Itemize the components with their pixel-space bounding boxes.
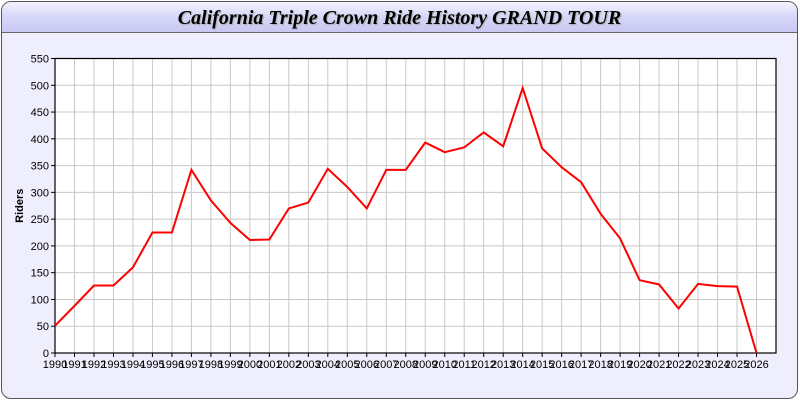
x-tick-label: 2005 (335, 359, 359, 371)
x-tick-label: 1991 (62, 359, 86, 371)
title-bar: California Triple Crown Ride History GRA… (2, 2, 797, 33)
plot-border (54, 57, 777, 354)
y-tick-label: 550 (31, 54, 49, 66)
x-tick-label: 2000 (238, 359, 262, 371)
x-tick-label: 2024 (705, 359, 729, 371)
x-tick-label: 2018 (588, 359, 612, 371)
x-tick-label: 1999 (218, 359, 242, 371)
y-tick-label: 150 (31, 268, 49, 280)
x-tick-label: 1996 (160, 359, 184, 371)
x-tick-label: 2021 (647, 359, 671, 371)
x-tick-label: 2006 (355, 359, 379, 371)
x-tick-label: 2009 (413, 359, 437, 371)
x-tick-label: 2022 (666, 359, 690, 371)
x-tick-label: 2014 (510, 359, 534, 371)
y-axis-label: Riders (14, 189, 26, 223)
x-tick-label: 2019 (608, 359, 632, 371)
y-tick-label: 0 (43, 348, 49, 360)
x-tick-label: 1992 (82, 359, 106, 371)
x-tick-label: 1990 (43, 359, 67, 371)
x-tick-label: 1998 (199, 359, 223, 371)
x-tick-label: 2025 (725, 359, 749, 371)
x-tick-label: 2004 (316, 359, 340, 371)
x-tick-label: 2015 (530, 359, 554, 371)
y-tick-label: 400 (31, 134, 49, 146)
x-tick-label: 2001 (257, 359, 281, 371)
y-tick-label: 200 (31, 241, 49, 253)
x-tick-label: 2011 (452, 359, 476, 371)
x-tick-label: 2010 (432, 359, 456, 371)
y-tick-label: 300 (31, 187, 49, 199)
y-tick-label: 450 (31, 107, 49, 119)
x-tick-label: 2002 (277, 359, 301, 371)
x-tick-label: 1994 (121, 359, 145, 371)
x-tick-label: 1995 (140, 359, 164, 371)
x-tick-label: 2026 (744, 359, 768, 371)
x-tick-label: 2008 (394, 359, 418, 371)
plot-area (55, 58, 776, 353)
y-tick-label: 50 (37, 321, 49, 333)
x-tick-label: 2007 (374, 359, 398, 371)
y-tick-label: 350 (31, 161, 49, 173)
x-tick-label: 2017 (569, 359, 593, 371)
x-tick-label: 2013 (491, 359, 515, 371)
chart-title: California Triple Crown Ride History GRA… (177, 7, 622, 29)
x-tick-label: 2012 (471, 359, 495, 371)
x-tick-label: 2020 (627, 359, 651, 371)
y-tick-label: 100 (31, 294, 49, 306)
x-tick-label: 2016 (549, 359, 573, 371)
x-tick-label: 1993 (101, 359, 125, 371)
y-tick-label: 250 (31, 214, 49, 226)
x-tick-label: 1997 (179, 359, 203, 371)
x-tick-label: 2003 (296, 359, 320, 371)
x-tick-label: 2023 (686, 359, 710, 371)
y-tick-label: 500 (31, 80, 49, 92)
